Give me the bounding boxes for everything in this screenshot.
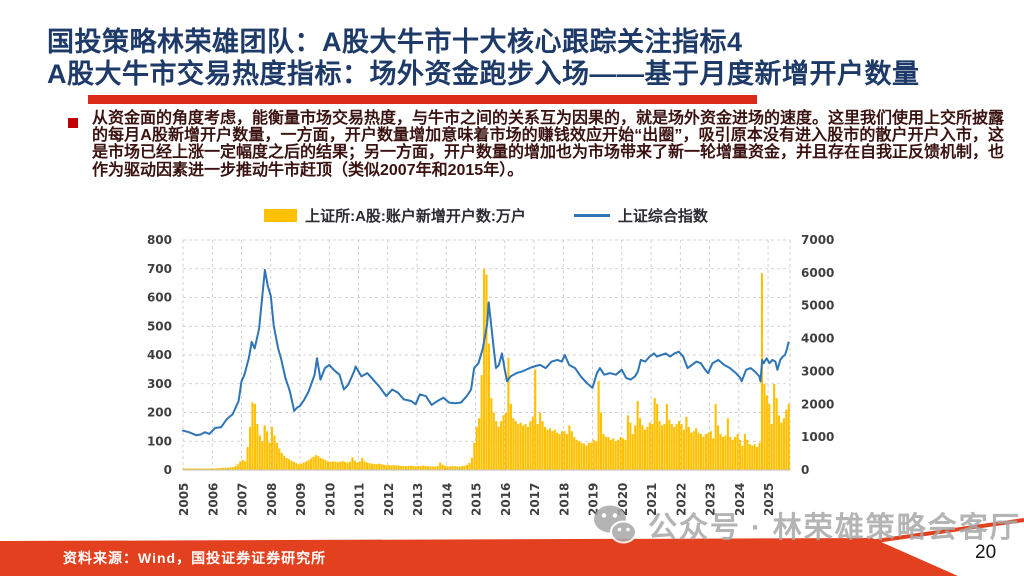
svg-text:2025: 2025: [762, 483, 776, 516]
watermark: 公众号 · 林荣雄策略会客厅: [592, 502, 1021, 548]
svg-text:2015: 2015: [470, 483, 484, 516]
svg-text:500: 500: [147, 319, 172, 333]
footer-band-shape: [0, 538, 958, 576]
svg-text:300: 300: [147, 377, 172, 391]
source-note: 资料来源：Wind，国投证券证券研究所: [63, 550, 327, 566]
legend-label-line: 上证综合指数: [617, 208, 708, 225]
svg-text:200: 200: [147, 406, 172, 420]
footer-accent-line: [861, 518, 1024, 545]
page-title: 国投策略林荣雄团队：A股大牛市十大核心跟踪关注指标4 A股大牛市交易热度指标：场…: [47, 26, 1007, 90]
svg-text:2006: 2006: [206, 483, 220, 516]
title-line-1: 国投策略林荣雄团队：A股大牛市十大核心跟踪关注指标4: [47, 27, 743, 57]
title-underline-bar: [88, 95, 757, 104]
svg-text:2005: 2005: [177, 483, 191, 516]
svg-text:100: 100: [147, 434, 172, 448]
svg-text:2008: 2008: [265, 483, 279, 516]
svg-text:2022: 2022: [674, 483, 688, 516]
svg-text:2014: 2014: [440, 483, 454, 516]
svg-text:1000: 1000: [801, 430, 834, 444]
svg-text:2000: 2000: [801, 397, 834, 411]
svg-text:2007: 2007: [236, 483, 250, 516]
svg-text:3000: 3000: [801, 364, 834, 378]
wechat-icon: [594, 505, 637, 544]
svg-text:2017: 2017: [528, 483, 542, 516]
svg-text:2023: 2023: [704, 483, 718, 516]
legend-label-bars: 上证所:A股:账户新增开户数:万户: [305, 208, 526, 225]
svg-text:800: 800: [147, 233, 172, 247]
line-series: [182, 268, 790, 437]
bullet-square-icon: [68, 118, 78, 128]
svg-text:6000: 6000: [801, 266, 834, 280]
svg-text:7000: 7000: [801, 233, 834, 247]
line-swatch-icon: [573, 214, 610, 217]
axis-labels: 0 100 200 300 400 500 600 700 800 0 1000 2000 3000 40…: [147, 233, 834, 516]
svg-text:5000: 5000: [801, 299, 834, 313]
svg-text:2018: 2018: [557, 483, 571, 516]
svg-text:2024: 2024: [733, 483, 747, 516]
svg-text:400: 400: [147, 348, 172, 362]
page-number: 20: [975, 542, 997, 563]
footer-banner: [0, 518, 1024, 576]
legend-item-line: 上证综合指数: [573, 205, 708, 226]
legend-item-bars: 上证所:A股:账户新增开户数:万户: [264, 205, 526, 226]
chart-grid: [182, 239, 791, 471]
svg-text:2021: 2021: [645, 483, 659, 516]
svg-text:4000: 4000: [801, 332, 834, 346]
svg-text:2010: 2010: [323, 483, 337, 516]
svg-text:2011: 2011: [353, 483, 367, 516]
svg-text:2019: 2019: [587, 483, 601, 516]
svg-text:2020: 2020: [616, 483, 630, 516]
watermark-text: 公众号 · 林荣雄策略会客厅: [648, 512, 1021, 544]
bar-series: [183, 268, 790, 471]
bar-swatch-icon: [264, 209, 298, 222]
svg-text:700: 700: [147, 262, 172, 276]
svg-text:2009: 2009: [294, 483, 308, 516]
svg-text:0: 0: [801, 463, 809, 477]
body-paragraph: 从资金面的角度考虑，能衡量市场交易热度，与牛市之间的关系互为因果的，就是场外资金…: [92, 110, 1005, 179]
svg-text:2016: 2016: [499, 483, 513, 516]
svg-text:0: 0: [164, 463, 172, 477]
title-line-2: A股大牛市交易热度指标：场外资金跑步入场——基于月度新增开户数量: [47, 59, 920, 89]
chart-legend: 上证所:A股:账户新增开户数:万户 上证综合指数: [136, 205, 836, 226]
svg-text:600: 600: [147, 291, 172, 305]
svg-text:2012: 2012: [382, 483, 396, 516]
svg-text:2013: 2013: [411, 483, 425, 516]
